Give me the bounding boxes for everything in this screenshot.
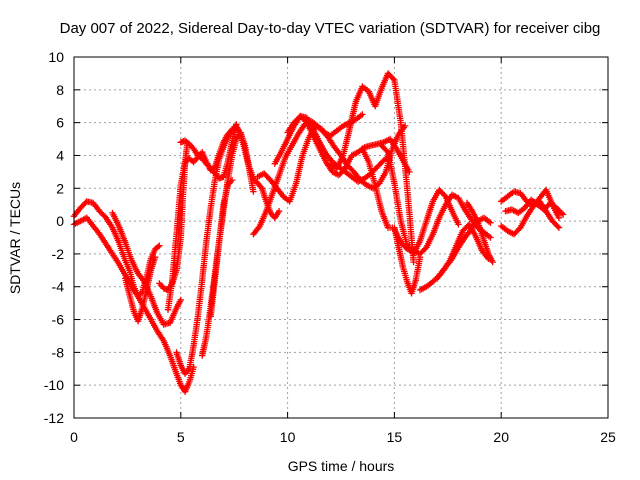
data-point-markers [359, 145, 424, 297]
series-arc-4 [122, 254, 159, 325]
y-tick-label: -4 [52, 279, 65, 295]
data-point-markers [109, 209, 184, 328]
data-point-markers [433, 221, 492, 282]
series-arc-10 [207, 176, 236, 320]
y-axis-label: SDTVAR / TECUs [7, 182, 23, 294]
axis-ticks: 0 5 10 15 20 25 -12 -10 -8 -6 -4 -2 0 2 4 6 8 10 [44, 49, 616, 445]
series-arc-20 [433, 221, 492, 282]
data-point-markers [327, 70, 417, 266]
x-tick-label: 10 [280, 429, 296, 445]
x-axis-label: GPS time / hours [288, 458, 395, 474]
y-tick-label: 4 [56, 147, 64, 163]
grid-lines [74, 57, 608, 418]
data-point-markers [463, 199, 496, 266]
data-point-markers [284, 112, 413, 179]
y-tick-label: 10 [48, 49, 64, 65]
data-point-markers [122, 254, 159, 325]
x-tick-label: 5 [177, 429, 185, 445]
plot-frame [73, 56, 609, 419]
series-arc-14 [284, 112, 413, 179]
series-arc-15 [327, 70, 417, 266]
y-tick-label: -10 [44, 377, 64, 393]
series-arc-24 [502, 196, 567, 218]
chart-title: Day 007 of 2022, Sidereal Day-to-day VTE… [60, 20, 601, 37]
data-point-markers [502, 196, 567, 218]
y-tick-label: 0 [56, 213, 64, 229]
series-arc-3 [109, 209, 184, 328]
x-tick-label: 15 [387, 429, 403, 445]
series-arc-21 [463, 199, 496, 266]
y-tick-label: -6 [52, 312, 65, 328]
y-tick-label: 8 [56, 82, 64, 98]
y-tick-label: -8 [52, 344, 65, 360]
x-tick-label: 20 [493, 429, 509, 445]
x-tick-label: 25 [600, 429, 616, 445]
y-tick-label: -12 [44, 410, 64, 426]
y-tick-label: 2 [56, 180, 64, 196]
x-tick-label: 0 [70, 429, 78, 445]
y-tick-label: -2 [52, 246, 65, 262]
series-arc-16 [359, 145, 424, 297]
data-point-markers [207, 176, 236, 320]
data-points [70, 70, 567, 395]
y-tick-label: 6 [56, 115, 64, 131]
